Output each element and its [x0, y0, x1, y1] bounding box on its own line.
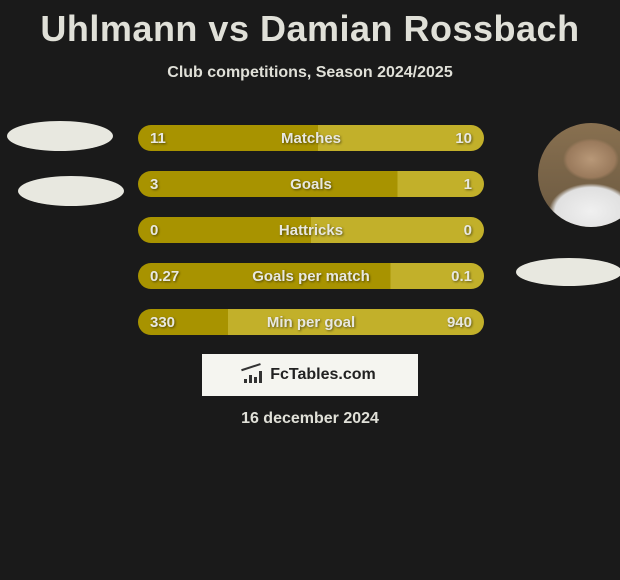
logo-text: FcTables.com [270, 366, 376, 384]
stat-value-right: 0 [464, 217, 472, 243]
date-text: 16 december 2024 [0, 410, 620, 428]
stat-bar: 330Min per goal940 [138, 309, 484, 335]
stat-value-right: 0.1 [451, 263, 472, 289]
page-title: Uhlmann vs Damian Rossbach [0, 0, 620, 50]
page-subtitle: Club competitions, Season 2024/2025 [0, 64, 620, 82]
stat-label: Hattricks [138, 217, 484, 243]
comparison-bars: 11Matches10 3Goals1 0Hattricks0 0.27Goals p… [138, 125, 484, 355]
stat-bar: 0.27Goals per match0.1 [138, 263, 484, 289]
stat-label: Goals [138, 171, 484, 197]
placeholder-ellipse [516, 258, 620, 286]
placeholder-ellipse [7, 121, 113, 151]
stat-label: Goals per match [138, 263, 484, 289]
placeholder-ellipse [18, 176, 124, 206]
stat-label: Matches [138, 125, 484, 151]
logo-box: FcTables.com [202, 354, 418, 396]
stat-bar: 3Goals1 [138, 171, 484, 197]
player-right-avatar [538, 123, 620, 227]
stat-value-right: 940 [447, 309, 472, 335]
chart-icon [244, 367, 264, 383]
stat-bar: 11Matches10 [138, 125, 484, 151]
stat-bar: 0Hattricks0 [138, 217, 484, 243]
stat-value-right: 10 [455, 125, 472, 151]
stat-label: Min per goal [138, 309, 484, 335]
avatar-image [538, 123, 620, 227]
stat-value-right: 1 [464, 171, 472, 197]
